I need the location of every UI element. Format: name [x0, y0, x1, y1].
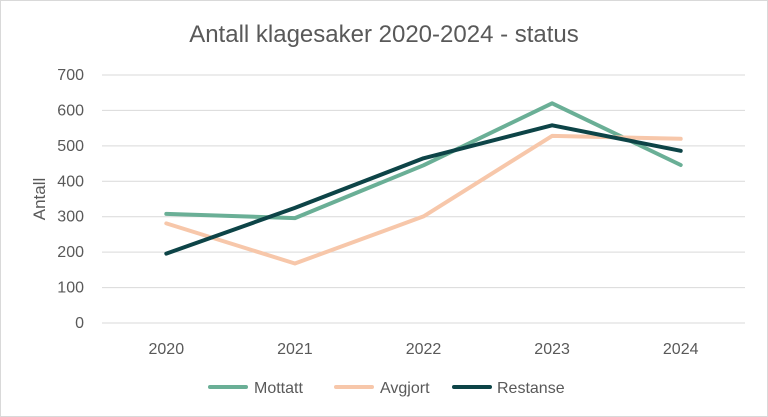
series-line-avgjort — [164, 133, 683, 266]
x-axis-ticks: 2020 2021 2022 2023 2024 — [149, 341, 699, 358]
y-axis-ticks: 0 100 200 300 400 500 600 700 — [57, 67, 84, 332]
y-tick-label: 100 — [57, 280, 84, 297]
legend-label-mottatt: Mottatt — [254, 380, 303, 397]
y-tick-label: 500 — [57, 138, 84, 155]
y-tick-label: 700 — [57, 67, 84, 84]
x-tick-label: 2023 — [534, 341, 570, 358]
y-tick-label: 300 — [57, 209, 84, 226]
chart-title: Antall klagesaker 2020-2024 - status — [189, 21, 579, 48]
y-axis-label: Antall — [30, 178, 49, 221]
y-tick-label: 200 — [57, 244, 84, 261]
x-tick-label: 2020 — [149, 341, 185, 358]
x-tick-label: 2022 — [406, 341, 442, 358]
legend-label-restanse: Restanse — [497, 380, 565, 397]
x-tick-label: 2021 — [277, 341, 313, 358]
legend-label-avgjort: Avgjort — [380, 380, 430, 397]
y-tick-label: 400 — [57, 173, 84, 190]
y-tick-label: 600 — [57, 102, 84, 119]
series-line-restanse — [164, 123, 683, 256]
gridlines — [102, 74, 745, 324]
series-lines — [164, 101, 683, 266]
y-tick-label: 0 — [75, 315, 84, 332]
series-line-mottatt — [164, 101, 683, 221]
legend: Mottatt Avgjort Restanse — [208, 380, 565, 397]
x-tick-label: 2024 — [663, 341, 699, 358]
